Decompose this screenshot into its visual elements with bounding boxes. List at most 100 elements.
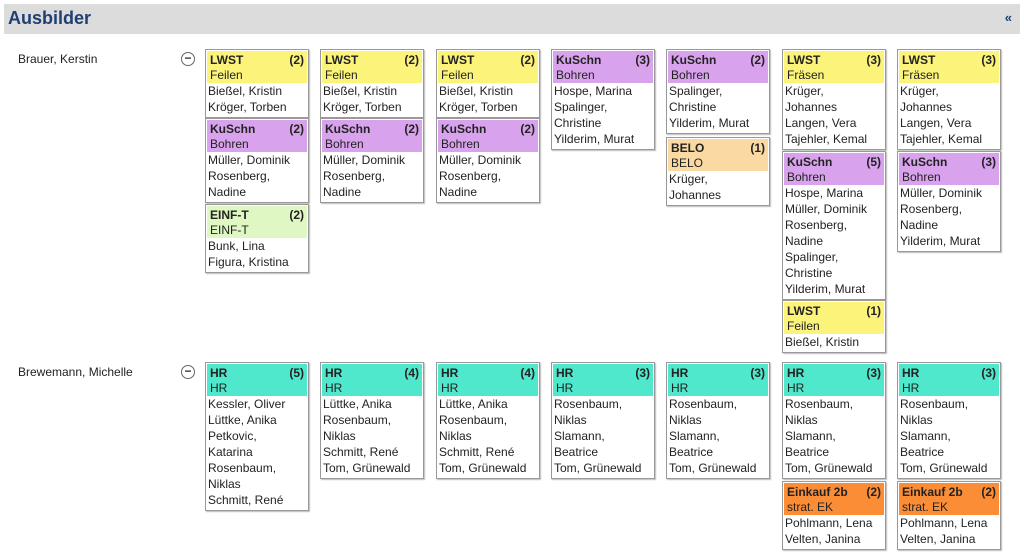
assignment-card[interactable]: KuSchn (3) Bohren Hospe, Marina Spalinger, Ch…: [551, 49, 655, 150]
trainee-list: Rosenbaum, Niklas Slamann, Beatrice Tom, Grü…: [668, 396, 768, 476]
card-header: HR (3): [899, 364, 999, 381]
card-header: HR (3): [668, 364, 768, 381]
card-count: (1): [750, 141, 765, 155]
card-subject: Feilen: [207, 68, 307, 83]
trainee-list: Bunk, Lina Figura, Kristina: [207, 238, 307, 270]
card-count: (3): [981, 155, 996, 169]
card-header: KuSchn (2): [207, 120, 307, 137]
collapse-row-icon[interactable]: −: [181, 52, 195, 66]
trainee-list: Pohlmann, Lena Velten, Janina: [784, 515, 884, 547]
trainee-name: Langen, Vera: [900, 116, 972, 130]
assignment-card[interactable]: KuSchn (2) Bohren Müller, Dominik Rosenberg,…: [205, 118, 309, 203]
card-header: KuSchn (2): [322, 120, 422, 137]
assignment-card[interactable]: LWST (3) Fräsen Krüger, Johannes Langen, Vera…: [782, 49, 886, 150]
trainee-list: Lüttke, Anika Rosenbaum, Niklas Schmitt, Re…: [438, 396, 538, 476]
card-header: KuSchn (2): [438, 120, 538, 137]
assignment-card[interactable]: LWST (2) Feilen Bießel, Kristin Kröger, Torb…: [205, 49, 309, 118]
trainee-list: Rosenbaum, Niklas Slamann, Beatrice Tom, Grü…: [553, 396, 653, 476]
card-header: LWST (2): [438, 51, 538, 68]
trainee-name: Schmitt, René: [323, 445, 399, 459]
trainee-name: Schmitt, René: [208, 493, 284, 507]
trainee-list: Rosenbaum, Niklas Slamann, Beatrice Tom, Grü…: [784, 396, 884, 476]
card-subject: Bohren: [668, 68, 768, 83]
trainee-name: Rosenberg,: [900, 202, 963, 216]
assignment-card[interactable]: Einkauf 2b (2) strat. EK Pohlmann, Lena Velt…: [782, 481, 886, 550]
card-count: (2): [404, 53, 419, 67]
trainee-name: Niklas: [323, 429, 356, 443]
card-header: KuSchn (2): [668, 51, 768, 68]
trainee-list: Pohlmann, Lena Velten, Janina: [899, 515, 999, 547]
card-subject: HR: [899, 381, 999, 396]
assignment-card[interactable]: HR (4) HR Lüttke, Anika Rosenbaum, Niklas Schm…: [436, 362, 540, 479]
assignment-card[interactable]: HR (3) HR Rosenbaum, Niklas Slamann, Beatrice T…: [666, 362, 770, 479]
trainee-name: Tom, Grünewald: [669, 461, 757, 475]
card-subject: Bohren: [553, 68, 653, 83]
trainee-name: Nadine: [900, 218, 939, 232]
trainee-name: Kröger, Torben: [323, 100, 402, 114]
assignment-card[interactable]: HR (3) HR Rosenbaum, Niklas Slamann, Beatrice T…: [897, 362, 1001, 479]
card-code: EINF-T: [210, 208, 249, 222]
card-subject: HR: [553, 381, 653, 396]
collapse-row-icon[interactable]: −: [181, 365, 195, 379]
trainee-name: Müller, Dominik: [208, 153, 291, 167]
card-header: KuSchn (3): [553, 51, 653, 68]
card-count: (3): [866, 53, 881, 67]
trainee-name: Christine: [669, 100, 717, 114]
assignment-card[interactable]: KuSchn (2) Bohren Müller, Dominik Rosenberg,…: [320, 118, 424, 203]
card-header: LWST (3): [899, 51, 999, 68]
card-count: (3): [750, 366, 765, 380]
card-count: (2): [289, 53, 304, 67]
trainee-name: Rosenbaum,: [208, 461, 277, 475]
card-code: LWST: [210, 53, 244, 67]
trainee-list: Müller, Dominik Rosenberg, Nadine: [207, 152, 307, 200]
trainee-name: Beatrice: [669, 445, 714, 459]
trainee-name: Christine: [785, 266, 833, 280]
trainee-name: Kröger, Torben: [439, 100, 518, 114]
assignment-card[interactable]: KuSchn (3) Bohren Müller, Dominik Rosenberg,…: [897, 151, 1001, 252]
assignment-card[interactable]: HR (3) HR Rosenbaum, Niklas Slamann, Beatrice T…: [551, 362, 655, 479]
trainee-list: Bießel, Kristin Kröger, Torben: [438, 83, 538, 115]
assignment-card[interactable]: LWST (2) Feilen Bießel, Kristin Kröger, Torb…: [436, 49, 540, 118]
assignment-card[interactable]: HR (5) HR Kessler, Oliver Lüttke, Anika Petko…: [205, 362, 309, 511]
assignment-card[interactable]: KuSchn (2) Bohren Spalinger, Christine Yilder…: [666, 49, 770, 134]
assignment-card[interactable]: LWST (3) Fräsen Krüger, Johannes Langen, Vera…: [897, 49, 1001, 150]
assignment-card[interactable]: Einkauf 2b (2) strat. EK Pohlmann, Lena Velt…: [897, 481, 1001, 550]
assignment-card[interactable]: KuSchn (2) Bohren Müller, Dominik Rosenberg,…: [436, 118, 540, 203]
card-code: HR: [325, 366, 343, 380]
trainee-name: Krüger,: [785, 84, 824, 98]
assignment-card[interactable]: EINF-T (2) EINF-T Bunk, Lina Figura, Kristin…: [205, 204, 309, 273]
collapse-all-icon[interactable]: «: [1004, 10, 1012, 25]
card-code: HR: [671, 366, 689, 380]
card-header: BELO (1): [668, 139, 768, 156]
assignment-card[interactable]: LWST (1) Feilen Bießel, Kristin: [782, 300, 886, 353]
trainee-name: Niklas: [554, 413, 587, 427]
trainee-name: Bießel, Kristin: [785, 335, 860, 349]
card-subject: Bohren: [322, 137, 422, 152]
trainee-name: Spalinger,: [554, 100, 608, 114]
assignment-card[interactable]: LWST (2) Feilen Bießel, Kristin Kröger, Torb…: [320, 49, 424, 118]
card-code: LWST: [325, 53, 359, 67]
card-code: HR: [556, 366, 574, 380]
trainee-name: Rosenbaum,: [669, 397, 738, 411]
trainee-name: Nadine: [323, 185, 362, 199]
trainee-name: Niklas: [669, 413, 702, 427]
card-header: HR (5): [207, 364, 307, 381]
card-count: (2): [520, 122, 535, 136]
card-code: LWST: [441, 53, 475, 67]
assignment-card[interactable]: HR (4) HR Lüttke, Anika Rosenbaum, Niklas Schm…: [320, 362, 424, 479]
trainee-name: Krüger,: [669, 172, 708, 186]
card-header: Einkauf 2b (2): [784, 483, 884, 500]
assignment-card[interactable]: HR (3) HR Rosenbaum, Niklas Slamann, Beatrice T…: [782, 362, 886, 479]
card-count: (2): [289, 208, 304, 222]
assignment-card[interactable]: KuSchn (5) Bohren Hospe, Marina Müller, Domi…: [782, 151, 886, 300]
trainee-name: Niklas: [439, 429, 472, 443]
trainee-list: Hospe, Marina Müller, Dominik Rosenberg, Na…: [784, 185, 884, 297]
card-header: HR (4): [438, 364, 538, 381]
trainee-name: Hospe, Marina: [554, 84, 633, 98]
assignment-card[interactable]: BELO (1) BELO Krüger, Johannes: [666, 137, 770, 206]
card-count: (5): [866, 155, 881, 169]
trainee-name: Rosenberg,: [439, 169, 502, 183]
trainee-name: Lüttke, Anika: [439, 397, 508, 411]
trainee-list: Hospe, Marina Spalinger, Christine Yilderim…: [553, 83, 653, 147]
trainee-name: Yilderim, Murat: [554, 132, 635, 146]
